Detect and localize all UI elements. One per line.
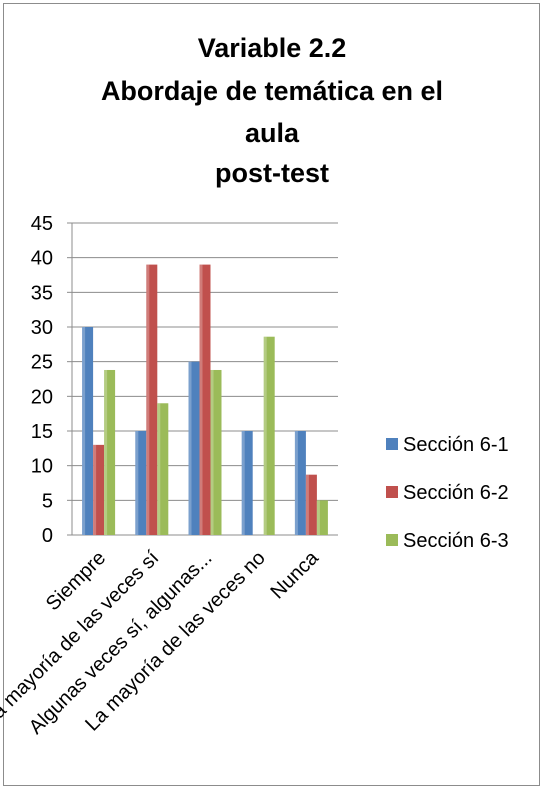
bar-sección-6-3-1 [157, 403, 169, 535]
y-axis-ticks: 0 5 10 15 20 25 30 35 40 45 [31, 213, 53, 547]
y-tick-label: 30 [31, 317, 53, 339]
legend-swatch [386, 534, 398, 546]
y-tick-label: 5 [42, 490, 53, 512]
y-tick-label: 25 [31, 352, 53, 374]
bar-sección-6-3-2 [210, 369, 222, 535]
bar-highlight [305, 474, 309, 535]
bar-highlight [316, 500, 320, 535]
bar-highlight [241, 431, 245, 535]
chart-title-line-2: aula [245, 118, 300, 148]
bar-highlight [199, 264, 203, 535]
bar-sección-6-3-4 [316, 500, 328, 535]
bar-highlight [82, 327, 86, 535]
legend-label: Sección 6-1 [403, 434, 509, 456]
x-category-label: Nunca [266, 546, 323, 603]
bar-highlight [263, 336, 267, 535]
bar-sección-6-1-0 [82, 327, 94, 535]
y-tick-label: 10 [31, 456, 53, 478]
y-tick-label: 45 [31, 213, 53, 235]
y-tick-label: 35 [31, 282, 53, 304]
y-tick-label: 15 [31, 421, 53, 443]
bar-highlight [157, 403, 161, 535]
legend-label: Sección 6-3 [403, 530, 509, 552]
bar-highlight [93, 444, 97, 535]
chart-title-line-1: Abordaje de temática en el [101, 76, 443, 106]
bar-sección-6-2-1 [146, 264, 158, 535]
bar-highlight [294, 431, 298, 535]
legend-swatch [386, 486, 398, 498]
y-tick-label: 40 [31, 248, 53, 270]
bar-sección-6-2-4 [305, 474, 317, 535]
chart-title: Variable 2.2 Abordaje de temática en el au… [101, 33, 443, 188]
bar-highlight [135, 431, 139, 535]
bar-highlight [104, 369, 108, 535]
chart-title-line-0: Variable 2.2 [198, 33, 347, 63]
bar-sección-6-1-3 [241, 431, 253, 535]
legend: Sección 6-1 Sección 6-2 Sección 6-3 [386, 434, 509, 552]
bar-sección-6-1-1 [135, 431, 147, 535]
legend-swatch [386, 438, 398, 450]
bar-sección-6-3-0 [104, 369, 116, 535]
chart-title-line-3: post-test [215, 158, 329, 188]
bar-highlight [188, 361, 192, 535]
bar-highlight [146, 264, 150, 535]
legend-label: Sección 6-2 [403, 482, 509, 504]
bar-sección-6-1-2 [188, 361, 200, 535]
bar-sección-6-2-2 [199, 264, 211, 535]
y-tick-label: 0 [42, 525, 53, 547]
bar-sección-6-1-4 [294, 431, 306, 535]
bar-sección-6-3-3 [263, 336, 275, 535]
y-tick-label: 20 [31, 386, 53, 408]
bar-highlight [210, 369, 214, 535]
bars [82, 264, 328, 535]
bar-sección-6-2-0 [93, 444, 105, 535]
